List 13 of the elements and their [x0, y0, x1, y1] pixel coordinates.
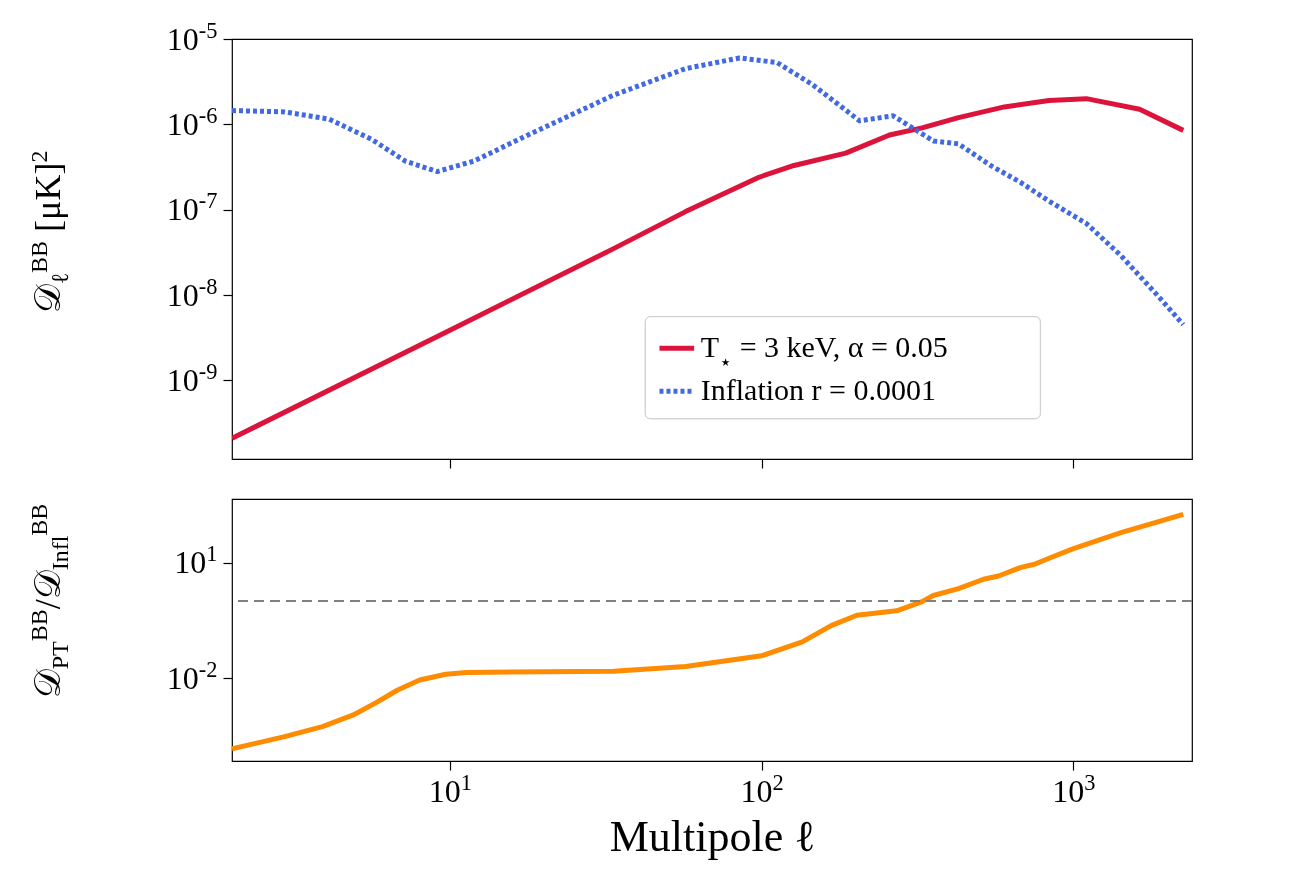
- y-tick-label: 10$^{-2}$: [166, 656, 218, 696]
- y-tick-label: 10$^{-7}$: [166, 187, 218, 228]
- y-tick-label: 10$^{-5}$: [166, 17, 218, 57]
- x-tick-label: 10$^{2}$: [740, 769, 784, 809]
- x-tick-label: 10$^{3}$: [1052, 769, 1096, 809]
- y-tick-label: 10$^{-9}$: [166, 358, 218, 398]
- x-tick-label: 10$^{1}$: [428, 769, 473, 809]
- legend-label: T$_{⋆}$ = 3 keV, α = 0.05: [700, 330, 948, 375]
- y-tick-label: 10$^{-8}$: [166, 273, 218, 313]
- y-tick-label: 10$^{1}$: [174, 540, 218, 581]
- y-tick-label: 10$^{-6}$: [166, 102, 218, 142]
- legend-label: Inflation r = 0.0001: [700, 373, 937, 407]
- x-axis-title: Multipole ℓ: [609, 811, 816, 861]
